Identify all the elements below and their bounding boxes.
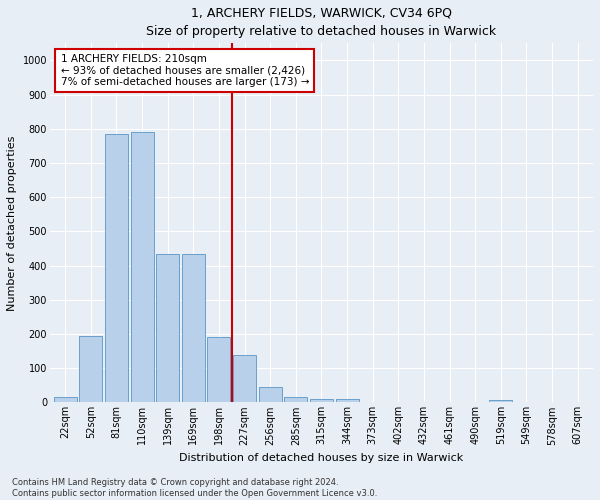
Text: 1 ARCHERY FIELDS: 210sqm
← 93% of detached houses are smaller (2,426)
7% of semi: 1 ARCHERY FIELDS: 210sqm ← 93% of detach… — [61, 54, 309, 88]
Bar — [233, 354, 256, 403]
Bar — [284, 398, 307, 402]
Bar — [335, 399, 359, 402]
Bar — [208, 338, 230, 402]
Y-axis label: Number of detached properties: Number of detached properties — [7, 135, 17, 310]
Bar — [131, 132, 154, 402]
X-axis label: Distribution of detached houses by size in Warwick: Distribution of detached houses by size … — [179, 453, 464, 463]
Bar — [182, 254, 205, 402]
Text: Contains HM Land Registry data © Crown copyright and database right 2024.
Contai: Contains HM Land Registry data © Crown c… — [12, 478, 377, 498]
Bar — [310, 399, 333, 402]
Bar — [105, 134, 128, 402]
Bar — [489, 400, 512, 402]
Bar — [53, 398, 77, 402]
Bar — [156, 254, 179, 402]
Bar — [259, 387, 281, 402]
Bar — [79, 336, 103, 402]
Title: 1, ARCHERY FIELDS, WARWICK, CV34 6PQ
Size of property relative to detached house: 1, ARCHERY FIELDS, WARWICK, CV34 6PQ Siz… — [146, 7, 496, 38]
